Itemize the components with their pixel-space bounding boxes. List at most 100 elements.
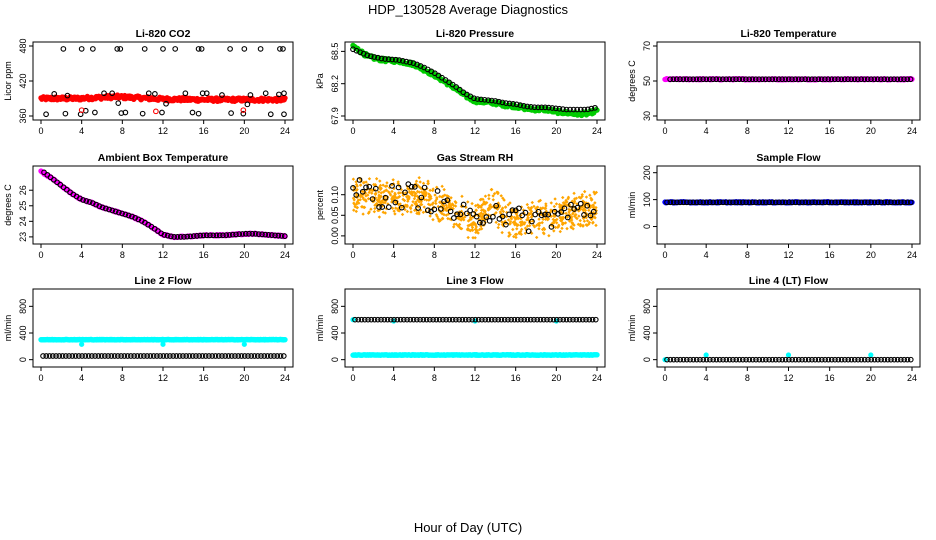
data-point [590,208,597,215]
data-point [482,209,487,214]
x-tick-label: 20 [551,250,561,260]
data-point [362,205,366,210]
x-tick-label: 24 [592,373,602,383]
data-point [400,316,407,323]
data-point [466,235,470,240]
y-axis-label: degrees C [3,184,13,226]
data-point [759,356,766,363]
data-point [209,353,216,359]
panel-title: Line 3 Flow [446,275,504,287]
data-point [494,220,498,225]
data-point [506,218,511,222]
x-tick-label: 12 [783,373,793,383]
series-cyan [79,341,247,347]
data-point [401,197,405,202]
data-point [72,353,79,359]
data-point [254,353,261,359]
data-point [743,76,749,83]
data-point [802,76,809,83]
data-point [88,353,95,359]
data-point [264,353,271,359]
x-tick-label: 24 [280,250,290,260]
data-point [564,200,568,204]
data-point [522,209,529,216]
data-point [525,228,532,235]
x-tick-label: 12 [158,250,168,260]
data-point [580,194,584,199]
data-point [473,213,480,220]
data-point [904,356,911,363]
data-point [573,316,580,323]
data-point [408,183,415,190]
data-point [524,316,531,323]
data-point [499,213,506,220]
data-point [528,103,534,110]
data-point [78,46,85,52]
x-tick-label: 8 [432,373,437,383]
data-point [519,232,524,236]
data-point [719,76,726,83]
data-point [544,202,548,206]
data-point [353,192,360,198]
data-point [483,194,488,198]
data-point [378,316,384,323]
data-point [581,224,585,228]
data-point [557,316,563,323]
data-point [670,76,677,83]
data-point [508,316,515,323]
data-point [186,353,193,359]
x-tick-label: 20 [239,250,249,260]
data-point [897,76,904,83]
data-point [680,76,687,83]
data-point [196,353,203,359]
data-point [739,76,746,83]
data-point [881,199,888,206]
data-point [119,210,125,217]
data-point [372,209,377,214]
data-point [766,199,773,206]
data-point [60,46,67,52]
data-point [355,316,362,323]
data-point [62,110,69,117]
y-tick-label: 0.00 [330,227,340,245]
data-point [403,58,410,65]
data-point [89,46,96,52]
data-point [105,353,111,359]
panel-6: Line 2 Flow ml/min 0 4 8 12 16 20 24 0 400 800 [3,275,294,383]
data-point [277,353,284,359]
data-point [537,227,541,231]
data-point [785,352,792,358]
data-point [733,199,740,206]
x-tick-label: 16 [199,250,209,260]
data-point [167,353,173,359]
data-point [369,207,373,211]
data-point [282,336,288,343]
series-black [667,76,914,83]
plot-area [662,199,915,206]
data-point [519,221,523,225]
data-point [433,193,437,197]
data-point [584,202,591,209]
data-point [177,234,184,240]
data-point [556,225,560,229]
x-tick-label: 12 [470,373,480,383]
data-point [779,199,786,206]
data-point [795,199,802,206]
data-point [431,217,435,222]
data-point [280,353,287,359]
data-point [845,76,851,83]
data-point [361,212,365,216]
data-point [901,356,908,363]
data-point [907,199,914,206]
data-point [64,92,71,99]
data-point [726,76,733,83]
data-point [756,76,762,83]
x-tick-label: 8 [745,250,750,260]
data-point [226,232,233,238]
data-point [509,207,516,213]
data-point [411,199,415,204]
data-point [690,356,697,363]
data-point [132,215,138,221]
data-point [150,353,157,359]
x-tick-label: 16 [825,250,835,260]
